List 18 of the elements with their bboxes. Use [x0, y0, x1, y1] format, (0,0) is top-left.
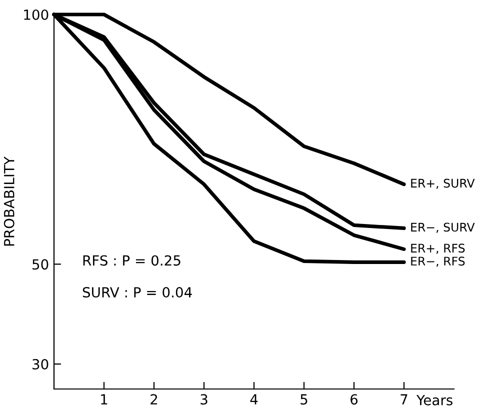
x-tick-label: 6 — [350, 394, 358, 405]
x-axis-title: Years — [416, 395, 452, 406]
series-label: ER+, RFS — [411, 244, 465, 254]
annotation: SURV : P = 0.04 — [82, 287, 192, 298]
series-label: ER−, RFS — [411, 256, 465, 267]
annotation: RFS : P = 0.25 — [83, 255, 180, 266]
y-tick-label: 30 — [32, 359, 48, 370]
x-tick-label: 3 — [200, 394, 208, 405]
y-tick-label: 50 — [32, 259, 48, 270]
series-label: ER+, SURV — [411, 178, 475, 189]
x-tick-label: 2 — [150, 394, 158, 404]
x-tick-label: 7 — [400, 394, 408, 404]
y-axis-title: PROBABILITY — [4, 156, 14, 246]
series-label: ER−, SURV — [411, 222, 475, 233]
x-tick-label: 1 — [101, 394, 108, 404]
x-tick-label: 5 — [300, 394, 308, 405]
x-tick-label: 4 — [250, 394, 258, 404]
y-tick-label: 100 — [24, 9, 48, 20]
